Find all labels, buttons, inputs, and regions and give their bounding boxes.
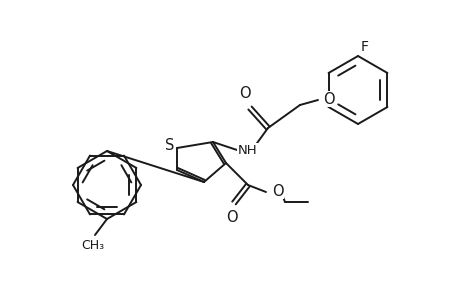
Text: F: F: [360, 40, 368, 54]
Text: S: S: [165, 137, 174, 152]
Text: NH: NH: [237, 143, 257, 157]
Text: O: O: [239, 86, 250, 101]
Text: O: O: [226, 210, 237, 225]
Text: O: O: [271, 184, 283, 199]
Text: CH₃: CH₃: [81, 239, 104, 252]
Text: O: O: [322, 92, 334, 106]
